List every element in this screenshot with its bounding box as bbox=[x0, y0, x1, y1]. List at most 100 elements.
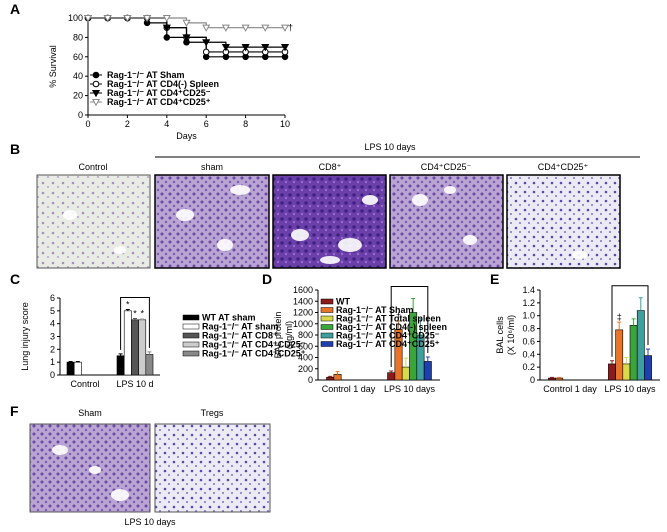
panel-letter: D bbox=[262, 271, 272, 287]
annotation: * bbox=[126, 300, 130, 310]
bar bbox=[423, 361, 432, 381]
x-tick-label: Control 1 day bbox=[322, 384, 376, 394]
error-bar bbox=[140, 318, 145, 320]
legend-marker bbox=[91, 98, 101, 107]
panel-letter: E bbox=[490, 271, 499, 287]
error-bar bbox=[646, 348, 650, 356]
y-tick-label: 1400 bbox=[293, 296, 313, 306]
y-tick-label: 5 bbox=[50, 306, 55, 316]
image-label: Sham bbox=[78, 408, 102, 418]
legend-swatch bbox=[320, 298, 334, 305]
y-tick-label: 1 bbox=[50, 357, 55, 367]
marker bbox=[182, 19, 191, 28]
image-label: CD8⁺ bbox=[319, 162, 342, 172]
y-tick-label: 400 bbox=[298, 353, 313, 363]
bracket bbox=[611, 285, 649, 357]
y-tick-label: 1200 bbox=[293, 308, 313, 318]
bar bbox=[145, 354, 154, 376]
y-tick-label: 0 bbox=[50, 370, 55, 380]
micrograph bbox=[506, 174, 621, 269]
legend-label: WT bbox=[336, 297, 350, 307]
legend-swatch bbox=[320, 307, 334, 313]
bar bbox=[116, 355, 125, 376]
y-tick-label: 0 bbox=[530, 375, 535, 385]
marker bbox=[143, 14, 152, 23]
bar bbox=[644, 355, 652, 381]
bar bbox=[608, 363, 616, 381]
y-tick-label: 0 bbox=[78, 110, 83, 120]
bar bbox=[73, 361, 82, 376]
marker bbox=[241, 24, 250, 32]
alveoli bbox=[63, 185, 588, 264]
y-tick-label: 20 bbox=[73, 91, 83, 101]
x-tick-label: Control bbox=[70, 379, 99, 389]
error-bar bbox=[638, 297, 643, 311]
x-tick-label: LPS 10 days bbox=[604, 384, 656, 394]
y-tick-label: 0.8 bbox=[522, 324, 535, 334]
y-tick-label: 0.4 bbox=[522, 349, 535, 359]
annotation: † bbox=[288, 23, 293, 33]
error-bar bbox=[396, 320, 401, 330]
error-bar bbox=[403, 357, 408, 368]
annotation: * bbox=[140, 309, 144, 319]
x-tick-label: 0 bbox=[85, 119, 90, 129]
legend-marker bbox=[92, 80, 100, 88]
marker bbox=[162, 14, 171, 23]
y-tick-label: 0.2 bbox=[522, 362, 535, 372]
error-bar bbox=[389, 370, 394, 373]
y-tick-label: 3 bbox=[50, 332, 55, 342]
y-tick-label: 6 bbox=[50, 293, 55, 303]
legend-swatch bbox=[182, 350, 200, 357]
image-label: sham bbox=[201, 162, 223, 172]
group-title: LPS 10 days bbox=[364, 142, 416, 152]
caption: LPS 10 days bbox=[124, 517, 176, 527]
legend-swatch bbox=[182, 323, 200, 330]
y-tick-label: 2 bbox=[50, 344, 55, 354]
y-tick-label: 0.6 bbox=[522, 336, 535, 346]
bar bbox=[326, 376, 335, 381]
legend-label: Rag-1⁻/⁻ AT CD4⁺CD25⁺ bbox=[336, 339, 440, 349]
legend-label: Rag-1⁻/⁻ AT Total spleen bbox=[336, 314, 441, 324]
y-axis-label: % Survival bbox=[48, 45, 58, 88]
x-tick-label: 4 bbox=[164, 119, 169, 129]
y-tick-label: 1600 bbox=[293, 285, 313, 295]
y-tick-label: 200 bbox=[298, 364, 313, 374]
marker bbox=[261, 24, 270, 32]
image-label: CD4⁺CD25⁺ bbox=[538, 162, 589, 172]
legend-label: Rag-1⁻/⁻ AT CD4(-) spleen bbox=[336, 322, 447, 332]
x-axis-label: Days bbox=[176, 131, 197, 141]
marker bbox=[221, 24, 230, 32]
marker bbox=[202, 48, 210, 56]
bar bbox=[555, 377, 564, 381]
y-axis-label: (X 10⁶/ml) bbox=[506, 315, 516, 355]
y-tick-label: 80 bbox=[73, 32, 83, 42]
legend-label: WT AT sham bbox=[202, 313, 256, 323]
legend-label: Rag-1⁻/⁻ AT Sham bbox=[336, 305, 414, 315]
y-axis-label: Lung injury score bbox=[20, 302, 30, 371]
bar bbox=[131, 319, 139, 376]
y-axis-label: (μg/ml) bbox=[284, 321, 294, 349]
marker bbox=[241, 44, 250, 52]
legend-label: Rag-1⁻/⁻ AT CD4(-) Spleen bbox=[107, 79, 219, 89]
bar bbox=[401, 366, 410, 381]
marker bbox=[182, 34, 191, 42]
y-tick-label: 100 bbox=[68, 13, 83, 23]
x-tick-label: 2 bbox=[125, 119, 130, 129]
bar bbox=[123, 310, 132, 376]
error-bar bbox=[617, 321, 622, 330]
legend-swatch bbox=[320, 315, 334, 322]
bar bbox=[622, 363, 631, 381]
alveoli bbox=[52, 445, 129, 501]
x-tick-label: 8 bbox=[243, 119, 248, 129]
legend-label: Rag-1⁻/⁻ AT CD4⁺CD25⁻ bbox=[202, 340, 306, 350]
bar bbox=[615, 329, 624, 381]
legend-label: Rag-1⁻/⁻ AT CD4⁺CD25⁺ bbox=[202, 349, 306, 359]
marker bbox=[103, 14, 112, 23]
error-bar bbox=[631, 318, 636, 326]
error-bar bbox=[411, 297, 416, 313]
bracket bbox=[120, 297, 150, 350]
marker bbox=[162, 24, 171, 32]
error-bar bbox=[328, 375, 333, 378]
marker bbox=[123, 14, 132, 23]
error-bar bbox=[68, 361, 73, 363]
